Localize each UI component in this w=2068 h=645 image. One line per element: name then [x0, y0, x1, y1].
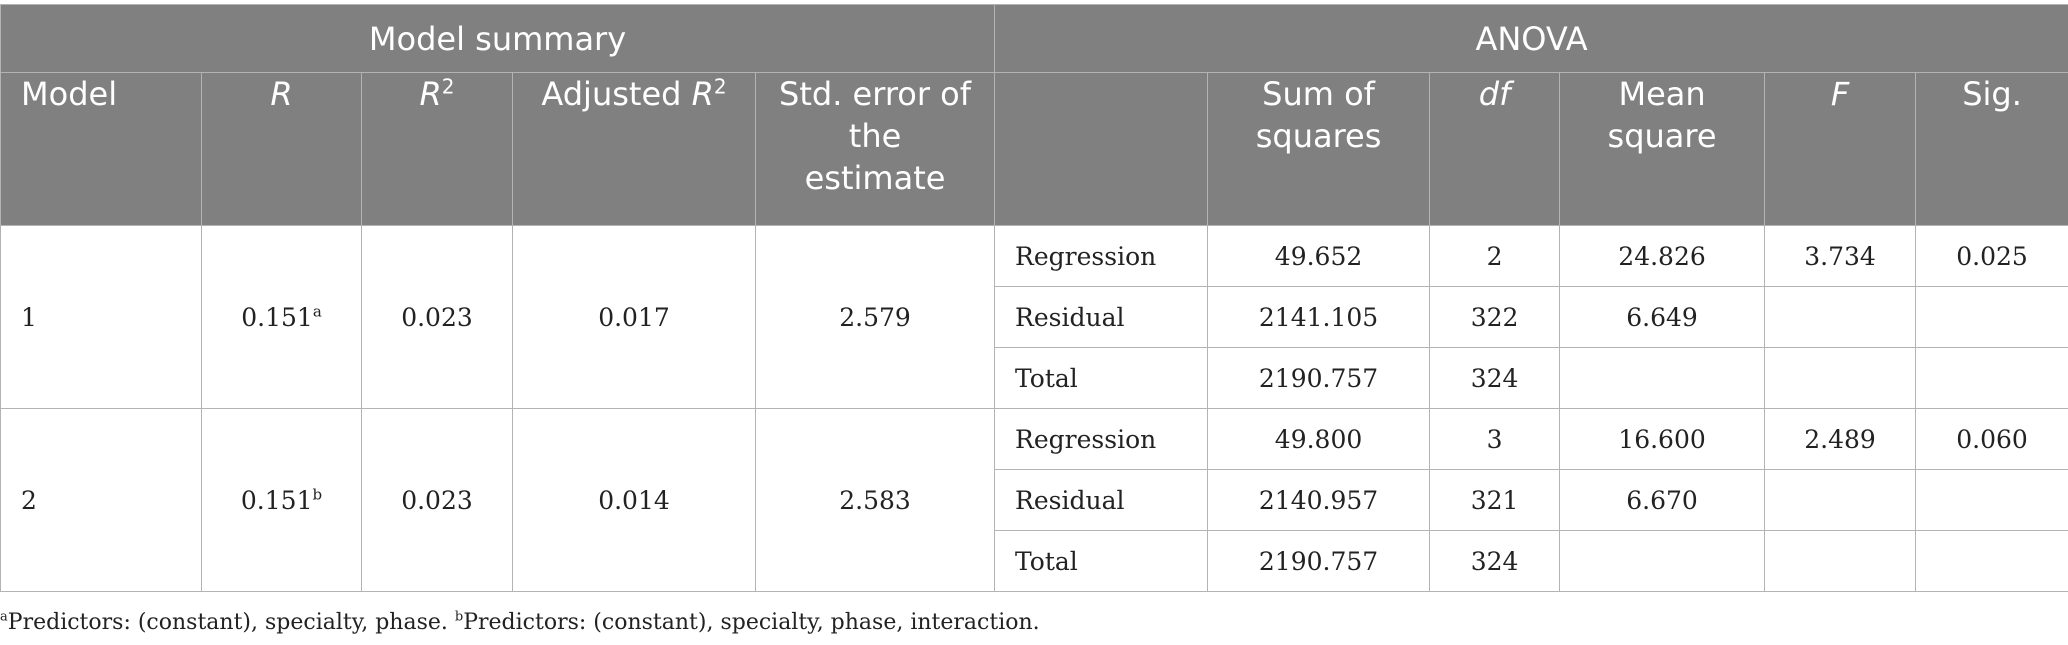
- adj-r2-cell: 0.014: [512, 408, 756, 592]
- f-cell: [1764, 530, 1917, 592]
- ss-cell: 2141.105: [1207, 286, 1431, 348]
- source-cell: Regression: [994, 408, 1209, 470]
- model-cell: 1: [0, 225, 202, 409]
- source-cell: Total: [994, 530, 1209, 592]
- col-adj-exponent: 2: [713, 74, 727, 99]
- sig-cell: 0.060: [1915, 408, 2068, 470]
- col-df: df: [1429, 72, 1561, 226]
- f-cell: [1764, 347, 1917, 409]
- r2-cell: 0.023: [361, 408, 513, 592]
- col-std-error: Std. error of the estimate: [754, 72, 996, 226]
- df-cell: 324: [1429, 347, 1561, 409]
- r2-cell: 0.023: [361, 225, 513, 409]
- r-note: b: [312, 485, 323, 504]
- sig-cell: [1915, 347, 2068, 409]
- ms-cell: 24.826: [1559, 225, 1766, 287]
- col-mean-square: Mean square: [1559, 72, 1766, 226]
- ss-cell: 2140.957: [1207, 469, 1431, 531]
- source-cell: Residual: [994, 286, 1209, 348]
- col-f-label: F: [1830, 75, 1850, 113]
- sig-cell: [1915, 530, 2068, 592]
- ms-cell: [1559, 347, 1766, 409]
- col-r2: R2: [361, 72, 513, 226]
- source-cell: Regression: [994, 225, 1209, 287]
- footnote-mark-a: a: [0, 609, 8, 625]
- df-cell: 2: [1429, 225, 1561, 287]
- ms-cell: 6.670: [1559, 469, 1766, 531]
- col-r: R: [201, 72, 362, 226]
- col-model: Model: [0, 72, 202, 226]
- source-cell: Total: [994, 347, 1209, 409]
- table-row: 1 0.151a 0.023 0.017 2.579 Regression 49…: [0, 225, 2068, 409]
- sig-cell: [1915, 469, 2068, 531]
- col-adj-prefix: Adjusted: [541, 75, 692, 113]
- table-row: Residual 2141.105 322 6.649: [1, 286, 2068, 348]
- table-row: Total 2190.757 324: [1, 347, 2068, 409]
- f-cell: [1764, 286, 1917, 348]
- table-row: 2 0.151b 0.023 0.014 2.583 Regression 49…: [0, 408, 2068, 592]
- sig-cell: 0.025: [1915, 225, 2068, 287]
- ms-cell: 6.649: [1559, 286, 1766, 348]
- r-note: a: [312, 302, 322, 321]
- ss-cell: 49.800: [1207, 408, 1431, 470]
- df-cell: 321: [1429, 469, 1561, 531]
- col-sum-squares: Sum of squares: [1207, 72, 1431, 226]
- footnote-mark-b: b: [454, 609, 464, 625]
- std-error-cell: 2.583: [754, 408, 996, 592]
- r-value: 0.151: [241, 302, 313, 332]
- f-cell: 2.489: [1764, 408, 1917, 470]
- col-r2-exponent: 2: [441, 74, 455, 99]
- regression-table: Model summary ANOVA Model R R2 Adjusted …: [0, 4, 2068, 592]
- sig-cell: [1915, 286, 2068, 348]
- col-adj-r2: Adjusted R2: [512, 72, 756, 226]
- ss-cell: 49.652: [1207, 225, 1431, 287]
- f-cell: [1764, 469, 1917, 531]
- table-row: Total 2190.757 324: [1, 530, 2068, 592]
- ms-cell: 16.600: [1559, 408, 1766, 470]
- ms-cell: [1559, 530, 1766, 592]
- r-cell: 0.151a: [201, 225, 362, 409]
- col-r-label: R: [270, 75, 293, 113]
- ss-cell: 2190.757: [1207, 530, 1431, 592]
- col-df-label: df: [1478, 75, 1511, 113]
- col-adj-base: R: [691, 75, 714, 113]
- col-source: [994, 72, 1209, 226]
- df-cell: 3: [1429, 408, 1561, 470]
- df-cell: 322: [1429, 286, 1561, 348]
- adj-r2-cell: 0.017: [512, 225, 756, 409]
- anova-heading: ANOVA: [994, 4, 2068, 73]
- col-f: F: [1764, 72, 1917, 226]
- source-cell: Residual: [994, 469, 1209, 531]
- model-summary-heading: Model summary: [0, 4, 996, 73]
- footnote-b-text: Predictors: (constant), specialty, phase…: [463, 610, 1040, 635]
- r-cell: 0.151b: [201, 408, 362, 592]
- r-value: 0.151: [240, 485, 313, 515]
- table-footnote: aPredictors: (constant), specialty, phas…: [0, 610, 1040, 635]
- df-cell: 324: [1429, 530, 1561, 592]
- model-cell: 2: [0, 408, 202, 592]
- f-cell: 3.734: [1764, 225, 1917, 287]
- col-r2-base: R: [419, 75, 442, 113]
- std-error-cell: 2.579: [754, 225, 996, 409]
- ss-cell: 2190.757: [1207, 347, 1431, 409]
- footnote-a-text: Predictors: (constant), specialty, phase…: [7, 610, 455, 635]
- col-sig: Sig.: [1915, 72, 2068, 226]
